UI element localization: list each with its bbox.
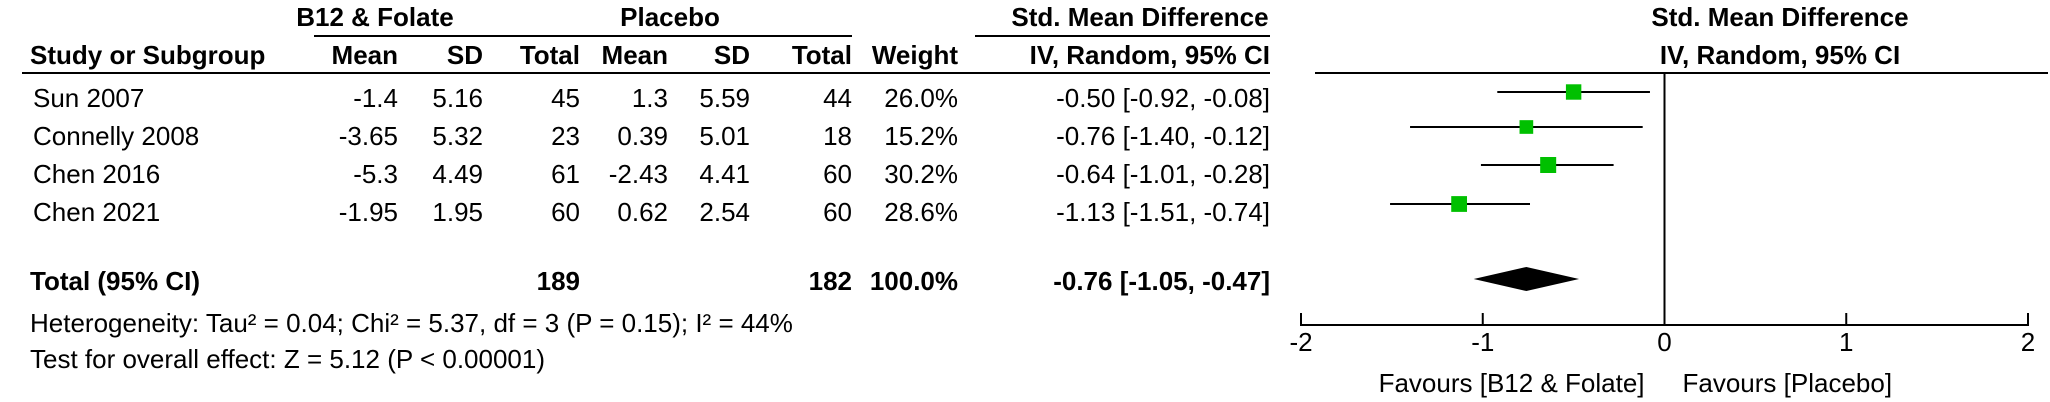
x-tick-label: -2 [1289,327,1312,357]
favours-right-label: Favours [Placebo] [1683,368,1893,398]
group1-header: B12 & Folate [296,2,454,32]
mean2-cell: -2.43 [608,159,668,189]
ci-cell: -1.13 [-1.51, -0.74] [1056,197,1270,227]
pooled-diamond [1473,267,1580,291]
x-tick-label: 2 [2021,327,2035,357]
total1-cell: 60 [551,197,580,227]
total-weight: 100.0% [869,266,958,296]
total-label: Total (95% CI) [30,266,200,296]
effect-header: Std. Mean Difference [1011,2,1269,32]
sd1-cell: 1.95 [432,197,483,227]
sd2-cell: 2.54 [699,197,750,227]
total2-sum: 182 [808,266,852,296]
weight-cell: 28.6% [884,197,958,227]
x-tick-label: 1 [1839,327,1853,357]
heterogeneity-text: Heterogeneity: Tau² = 0.04; Chi² = 5.37,… [30,308,793,338]
plot-header: Std. Mean Difference [1651,2,1909,32]
sd2-cell: 4.41 [699,159,750,189]
study-name: Sun 2007 [33,83,145,113]
total2-cell: 60 [823,197,852,227]
total1-cell: 23 [551,121,580,151]
weight-column-header: Weight [871,40,958,70]
mean2-cell: 0.39 [617,121,668,151]
sd2-column-header: SD [713,40,750,70]
sd1-column-header: SD [446,40,483,70]
weight-cell: 15.2% [884,121,958,151]
mean2-cell: 0.62 [617,197,668,227]
mean1-cell: -1.95 [338,197,398,227]
ci-cell: -0.50 [-0.92, -0.08] [1056,83,1270,113]
mean2-cell: 1.3 [631,83,668,113]
total2-cell: 18 [823,121,852,151]
study-marker [1451,196,1468,212]
ci-cell: -0.64 [-1.01, -0.28] [1056,159,1270,189]
study-name: Chen 2021 [33,197,161,227]
sd1-cell: 5.32 [432,121,483,151]
study-marker [1519,120,1534,134]
sd1-cell: 4.49 [432,159,483,189]
plot-method-header: IV, Random, 95% CI [1659,40,1901,70]
total1-cell: 61 [551,159,580,189]
x-tick-label: -1 [1471,327,1494,357]
favours-left-label: Favours [B12 & Folate] [1379,368,1645,398]
header-rule [22,72,1270,74]
group2-underline [582,35,852,37]
mean1-cell: -3.65 [338,121,398,151]
weight-cell: 30.2% [884,159,958,189]
study-marker [1565,84,1582,100]
mean1-cell: -1.4 [353,83,398,113]
study-marker [1540,157,1557,173]
study-name: Chen 2016 [33,159,161,189]
mean2-column-header: Mean [601,40,668,70]
study-name: Connelly 2008 [33,121,200,151]
mean1-cell: -5.3 [353,159,398,189]
sd2-cell: 5.59 [699,83,750,113]
effect-underline [975,35,1270,37]
sd1-cell: 5.16 [432,83,483,113]
total2-column-header: Total [791,40,852,70]
total2-cell: 60 [823,159,852,189]
study-column-header: Study or Subgroup [30,40,266,70]
overall-effect-text: Test for overall effect: Z = 5.12 (P < 0… [30,344,545,374]
group1-underline [314,35,582,37]
method-column-header: IV, Random, 95% CI [1029,40,1270,70]
total1-sum: 189 [536,266,580,296]
sd2-cell: 5.01 [699,121,750,151]
plot-header-rule [1315,72,2048,74]
weight-cell: 26.0% [884,83,958,113]
mean1-column-header: Mean [331,40,398,70]
total1-cell: 45 [551,83,580,113]
x-tick-label: 0 [1657,327,1671,357]
total1-column-header: Total [519,40,580,70]
total2-cell: 44 [823,83,852,113]
group2-header: Placebo [620,2,720,32]
total-ci: -0.76 [-1.05, -0.47] [1053,266,1270,296]
ci-cell: -0.76 [-1.40, -0.12] [1056,121,1270,151]
